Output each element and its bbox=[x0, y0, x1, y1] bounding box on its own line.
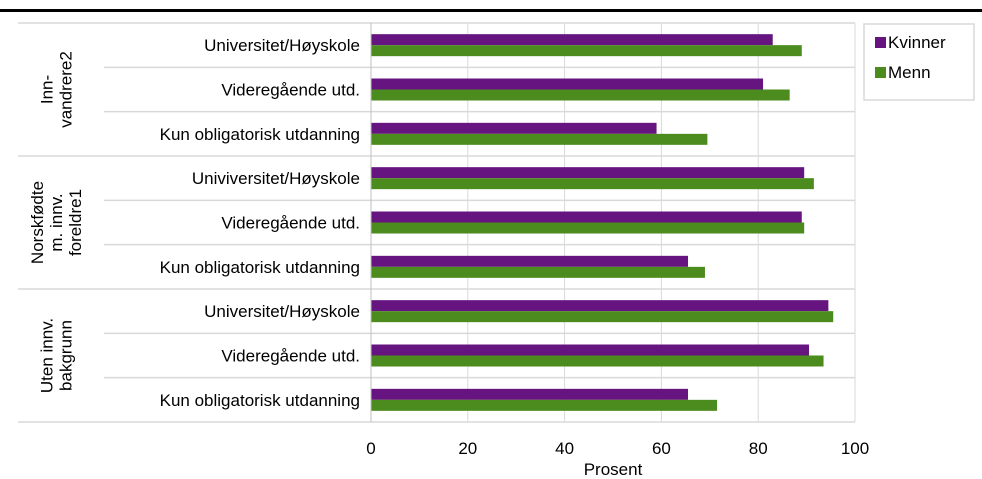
bar-kvinner-6 bbox=[371, 255, 689, 267]
bar-menn-8 bbox=[371, 355, 824, 367]
category-label: Universitet/Høyskole bbox=[204, 36, 360, 55]
group-label-line: Uten innv. bbox=[38, 318, 57, 393]
group-label-line: Inn- bbox=[38, 75, 57, 104]
x-tick-label: 40 bbox=[555, 439, 574, 458]
bar-menn-2 bbox=[371, 89, 790, 101]
group-label-line: Norskfødte bbox=[28, 181, 47, 264]
legend-label-menn: Menn bbox=[888, 63, 931, 82]
category-label: Kun obligatorisk utdanning bbox=[160, 391, 360, 410]
category-label: Videregående utd. bbox=[221, 81, 360, 100]
legend-swatch-menn bbox=[875, 67, 886, 78]
bar-kvinner-8 bbox=[371, 344, 810, 356]
group-label-2: Norskfødtem. innv.foreldre1 bbox=[28, 181, 85, 264]
bar-kvinner-5 bbox=[371, 211, 802, 223]
legend-swatch-kvinner bbox=[875, 37, 886, 48]
bar-menn-7 bbox=[371, 311, 834, 323]
group-label-line: vandrere2 bbox=[57, 51, 76, 128]
group-label-1: Inn-vandrere2 bbox=[38, 51, 76, 128]
category-label: Kun obligatorisk utdanning bbox=[160, 258, 360, 277]
bar-kvinner-9 bbox=[371, 388, 689, 400]
bar-menn-9 bbox=[371, 399, 718, 411]
bar-menn-5 bbox=[371, 222, 805, 234]
bar-menn-4 bbox=[371, 178, 814, 190]
legend-label-kvinner: Kvinner bbox=[888, 33, 946, 52]
x-tick-label: 20 bbox=[458, 439, 477, 458]
x-tick-label: 0 bbox=[366, 439, 375, 458]
bar-menn-3 bbox=[371, 133, 708, 145]
page-header-strip bbox=[0, 0, 982, 12]
category-label: Univiversitet/Høyskole bbox=[192, 169, 360, 188]
bar-kvinner-3 bbox=[371, 122, 657, 134]
bar-kvinner-2 bbox=[371, 78, 764, 90]
group-label-line: foreldre1 bbox=[66, 189, 85, 256]
bar-kvinner-1 bbox=[371, 34, 773, 46]
category-label: Videregående utd. bbox=[221, 347, 360, 366]
group-label-line: m. innv. bbox=[47, 193, 66, 251]
bar-menn-6 bbox=[371, 266, 705, 278]
bar-kvinner-7 bbox=[371, 300, 829, 312]
category-label: Videregående utd. bbox=[221, 214, 360, 233]
category-label: Kun obligatorisk utdanning bbox=[160, 125, 360, 144]
category-label: Universitet/Høyskole bbox=[204, 302, 360, 321]
x-tick-label: 100 bbox=[841, 439, 869, 458]
bar-menn-1 bbox=[371, 45, 802, 57]
group-label-3: Uten innv.bakgrunn bbox=[38, 318, 76, 393]
bar-kvinner-4 bbox=[371, 167, 805, 179]
page-header-rule bbox=[0, 9, 982, 12]
x-tick-label: 80 bbox=[749, 439, 768, 458]
x-tick-label: 60 bbox=[652, 439, 671, 458]
legend-box bbox=[863, 23, 975, 101]
group-label-line: bakgrunn bbox=[57, 320, 76, 391]
x-axis-title: Prosent bbox=[584, 460, 643, 479]
